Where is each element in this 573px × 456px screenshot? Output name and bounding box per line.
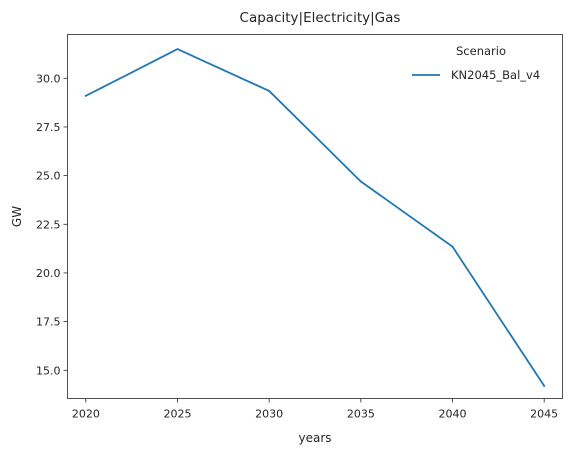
x-axis-label: years [298, 431, 331, 445]
data-point [268, 90, 271, 92]
data-point [359, 180, 362, 183]
plot-area [67, 34, 563, 399]
y-tick-label: 17.5 [36, 316, 61, 329]
x-tick-label: 2025 [164, 408, 192, 421]
y-tick-label: 27.5 [36, 121, 61, 134]
legend-title: Scenario [456, 44, 506, 58]
x-tick-label: 2030 [255, 408, 283, 421]
x-tick-label: 2040 [439, 408, 467, 421]
x-tick-label: 2020 [72, 408, 100, 421]
data-point [176, 48, 179, 50]
y-tick-label: 20.0 [36, 267, 61, 280]
data-point [84, 94, 87, 97]
series-line [84, 48, 546, 388]
x-axis-ticks: 2020 2025 2030 2035 2040 2045 [72, 398, 558, 421]
series-layer [84, 48, 546, 388]
legend-entry: KN2045_Bal_v4 [451, 68, 540, 82]
legend: Scenario KN2045_Bal_v4 [412, 44, 540, 82]
y-axis-ticks: 15.0 17.5 20.0 22.5 25.0 27.5 30.0 [36, 72, 68, 377]
y-tick-label: 15.0 [36, 364, 61, 377]
y-tick-label: 25.0 [36, 170, 61, 183]
y-axis-label: GW [10, 206, 24, 227]
chart-title: Capacity|Electricity|Gas [240, 10, 401, 26]
x-tick-label: 2035 [347, 408, 375, 421]
data-point [543, 384, 546, 387]
x-tick-label: 2045 [530, 408, 558, 421]
y-tick-label: 30.0 [36, 72, 61, 85]
y-tick-label: 22.5 [36, 218, 61, 231]
data-point [451, 245, 454, 248]
